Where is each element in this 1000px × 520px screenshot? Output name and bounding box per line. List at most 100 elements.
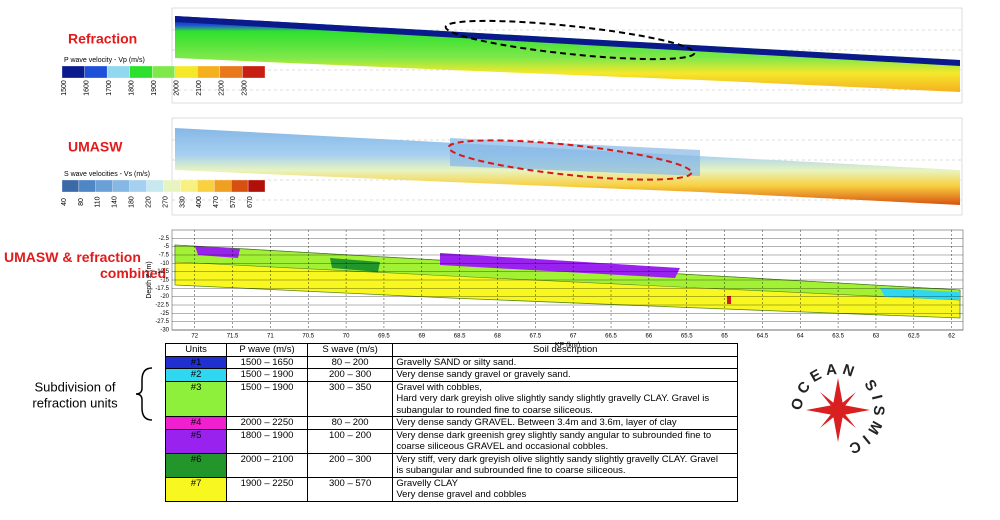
table-cell: #3 (164, 380, 228, 417)
x-tick-label: 68 (494, 334, 501, 340)
colorbar-swatch (146, 179, 164, 193)
colorbar-tick-label: 1500 (61, 80, 68, 96)
table-cell: #4 (164, 416, 228, 430)
colorbar-swatch (61, 179, 80, 193)
x-tick-label: 62.5 (908, 334, 920, 340)
description-line: Gravel with cobbles, (396, 381, 482, 393)
colorbar-swatch (214, 179, 232, 193)
colorbar-tick-label: 470 (213, 196, 220, 208)
x-tick-label: 68.5 (454, 334, 466, 340)
colorbar-swatch (95, 179, 113, 193)
description-line: Gravelly CLAY (396, 477, 458, 489)
description-line: Very dense dark greenish grey slightly s… (396, 429, 712, 441)
table-cell: 1900 – 2250 (226, 476, 308, 502)
table-cell: Very dense sandy gravel or gravely sand. (392, 368, 738, 382)
colorbar-tick-label: 570 (230, 196, 237, 208)
table-row: #1 1500 – 1650 80 – 200 Gravelly SAND or si… (164, 355, 738, 369)
description-line: coarse siliceous GRAVEL and occasional c… (396, 441, 609, 452)
table-cell: 2000 – 2100 (226, 452, 308, 478)
table-cell: 2000 – 2250 (226, 416, 308, 430)
colorbar-swatch (174, 65, 198, 79)
table-cell: Gravelly SAND or silty sand. (392, 355, 738, 369)
colorbar-tick-label: 110 (95, 196, 102, 207)
colorbar-swatch (84, 65, 108, 79)
description-line: Very dense gravel and cobbles (396, 489, 527, 500)
colorbar-tick-label: 220 (145, 196, 152, 208)
table-cell: #6 (164, 452, 228, 478)
logo-star (806, 378, 870, 442)
y-tick-label: -2.5 (159, 236, 170, 242)
brace (135, 367, 153, 421)
description-line: Very dense sandy GRAVEL. Between 3.4m an… (396, 417, 677, 428)
table-cell: 1500 – 1650 (226, 355, 308, 369)
colorbar-swatch (197, 179, 215, 193)
annotation: Subdivision of (35, 379, 116, 394)
colorbar-tick-label: 2000 (174, 80, 181, 96)
table-cell: 100 – 200 (306, 428, 394, 454)
x-tick-label: 66.5 (605, 334, 617, 340)
x-tick-label: 66 (646, 334, 653, 340)
y-tick-label: -15 (160, 278, 169, 284)
colorbar-tick-label: 270 (162, 196, 169, 208)
table-cell: S wave (m/s) (306, 343, 394, 357)
table-cell: #5 (164, 428, 228, 454)
x-tick-label: 70.5 (302, 334, 314, 340)
colorbar-tick-label: 1700 (106, 80, 113, 96)
y-tick-label: -22.5 (155, 303, 169, 309)
colorbar-tick-label: 1900 (151, 80, 158, 96)
colorbar-tick-label: 1800 (129, 80, 136, 96)
table-cell: #2 (164, 368, 228, 382)
table-cell: #1 (164, 355, 228, 369)
table-cell: 200 – 300 (306, 452, 394, 478)
colorbar-tick-label: 2300 (241, 80, 248, 96)
y-tick-label: -5 (164, 244, 170, 250)
colorbar-swatch (163, 179, 181, 193)
colorbar-tick-label: 40 (61, 198, 68, 206)
table-header: Units P wave (m/s) S wave (m/s) Soil descri… (164, 343, 738, 357)
section-label: UMASW (68, 139, 123, 155)
colorbar-swatch (78, 179, 96, 193)
colorbar-tick-label: 80 (78, 198, 85, 206)
table-cell: Units (164, 343, 228, 357)
section-label: Refraction (68, 31, 137, 47)
x-tick-label: 70 (343, 334, 350, 340)
table-cell: 80 – 200 (306, 355, 394, 369)
table-cell: Very dense sandy GRAVEL. Between 3.4m an… (392, 416, 738, 430)
table-cell: 200 – 300 (306, 368, 394, 382)
y-tick-label: -30 (160, 328, 169, 334)
x-tick-label: 62 (948, 334, 955, 340)
refraction-profile (171, 7, 963, 104)
table-row: #3 1500 – 1900 300 – 350 Gravel with cobble… (164, 380, 738, 417)
table-row: #4 2000 – 2250 80 – 200 Very dense sandy GR… (164, 416, 738, 430)
table-cell: Very stiff, very dark greyish olive slig… (392, 452, 738, 478)
table-row: #2 1500 – 1900 200 – 300 Very dense sandy g… (164, 368, 738, 382)
table-row: #6 2000 – 2100 200 – 300 Very stiff, very d… (164, 452, 738, 478)
table-cell: P wave (m/s) (226, 343, 308, 357)
x-tick-label: 65.5 (681, 334, 693, 340)
x-tick-label: 64.5 (757, 334, 769, 340)
colorbar-title: S wave velocities - Vs (m/s) (64, 171, 150, 178)
y-tick-label: -7.5 (159, 253, 170, 259)
colorbar-swatch (129, 179, 147, 193)
x-tick-label: 63.5 (832, 334, 844, 340)
table-row: #7 1900 – 2250 300 – 570 Gravelly CLAY Very … (164, 476, 738, 502)
x-tick-label: 69 (418, 334, 425, 340)
colorbar-tick-label: 1600 (83, 80, 90, 96)
colorbar-tick-label: 2200 (219, 80, 226, 96)
colorbar-swatch (242, 65, 266, 79)
colorbar-tick-label: 140 (112, 196, 119, 208)
y-tick-label: -20 (160, 294, 169, 300)
table-cell: 1500 – 1900 (226, 380, 308, 417)
colorbar-tick-label: 180 (129, 196, 136, 208)
x-tick-label: 71.5 (227, 334, 239, 340)
description-line: is subangular and subrounded fine to coa… (396, 465, 626, 476)
x-tick-label: 64 (797, 334, 804, 340)
x-tick-label: 72 (191, 334, 198, 340)
colorbar-tick-label: 400 (196, 196, 203, 208)
description-line: subangular to rounded fine to coarse sil… (396, 404, 593, 416)
table-cell: Gravelly CLAY Very dense gravel and cobbl… (392, 476, 738, 502)
colorbar-title: P wave velocity - Vp (m/s) (64, 57, 145, 64)
description-line: Gravelly SAND or silty sand. (396, 356, 517, 368)
